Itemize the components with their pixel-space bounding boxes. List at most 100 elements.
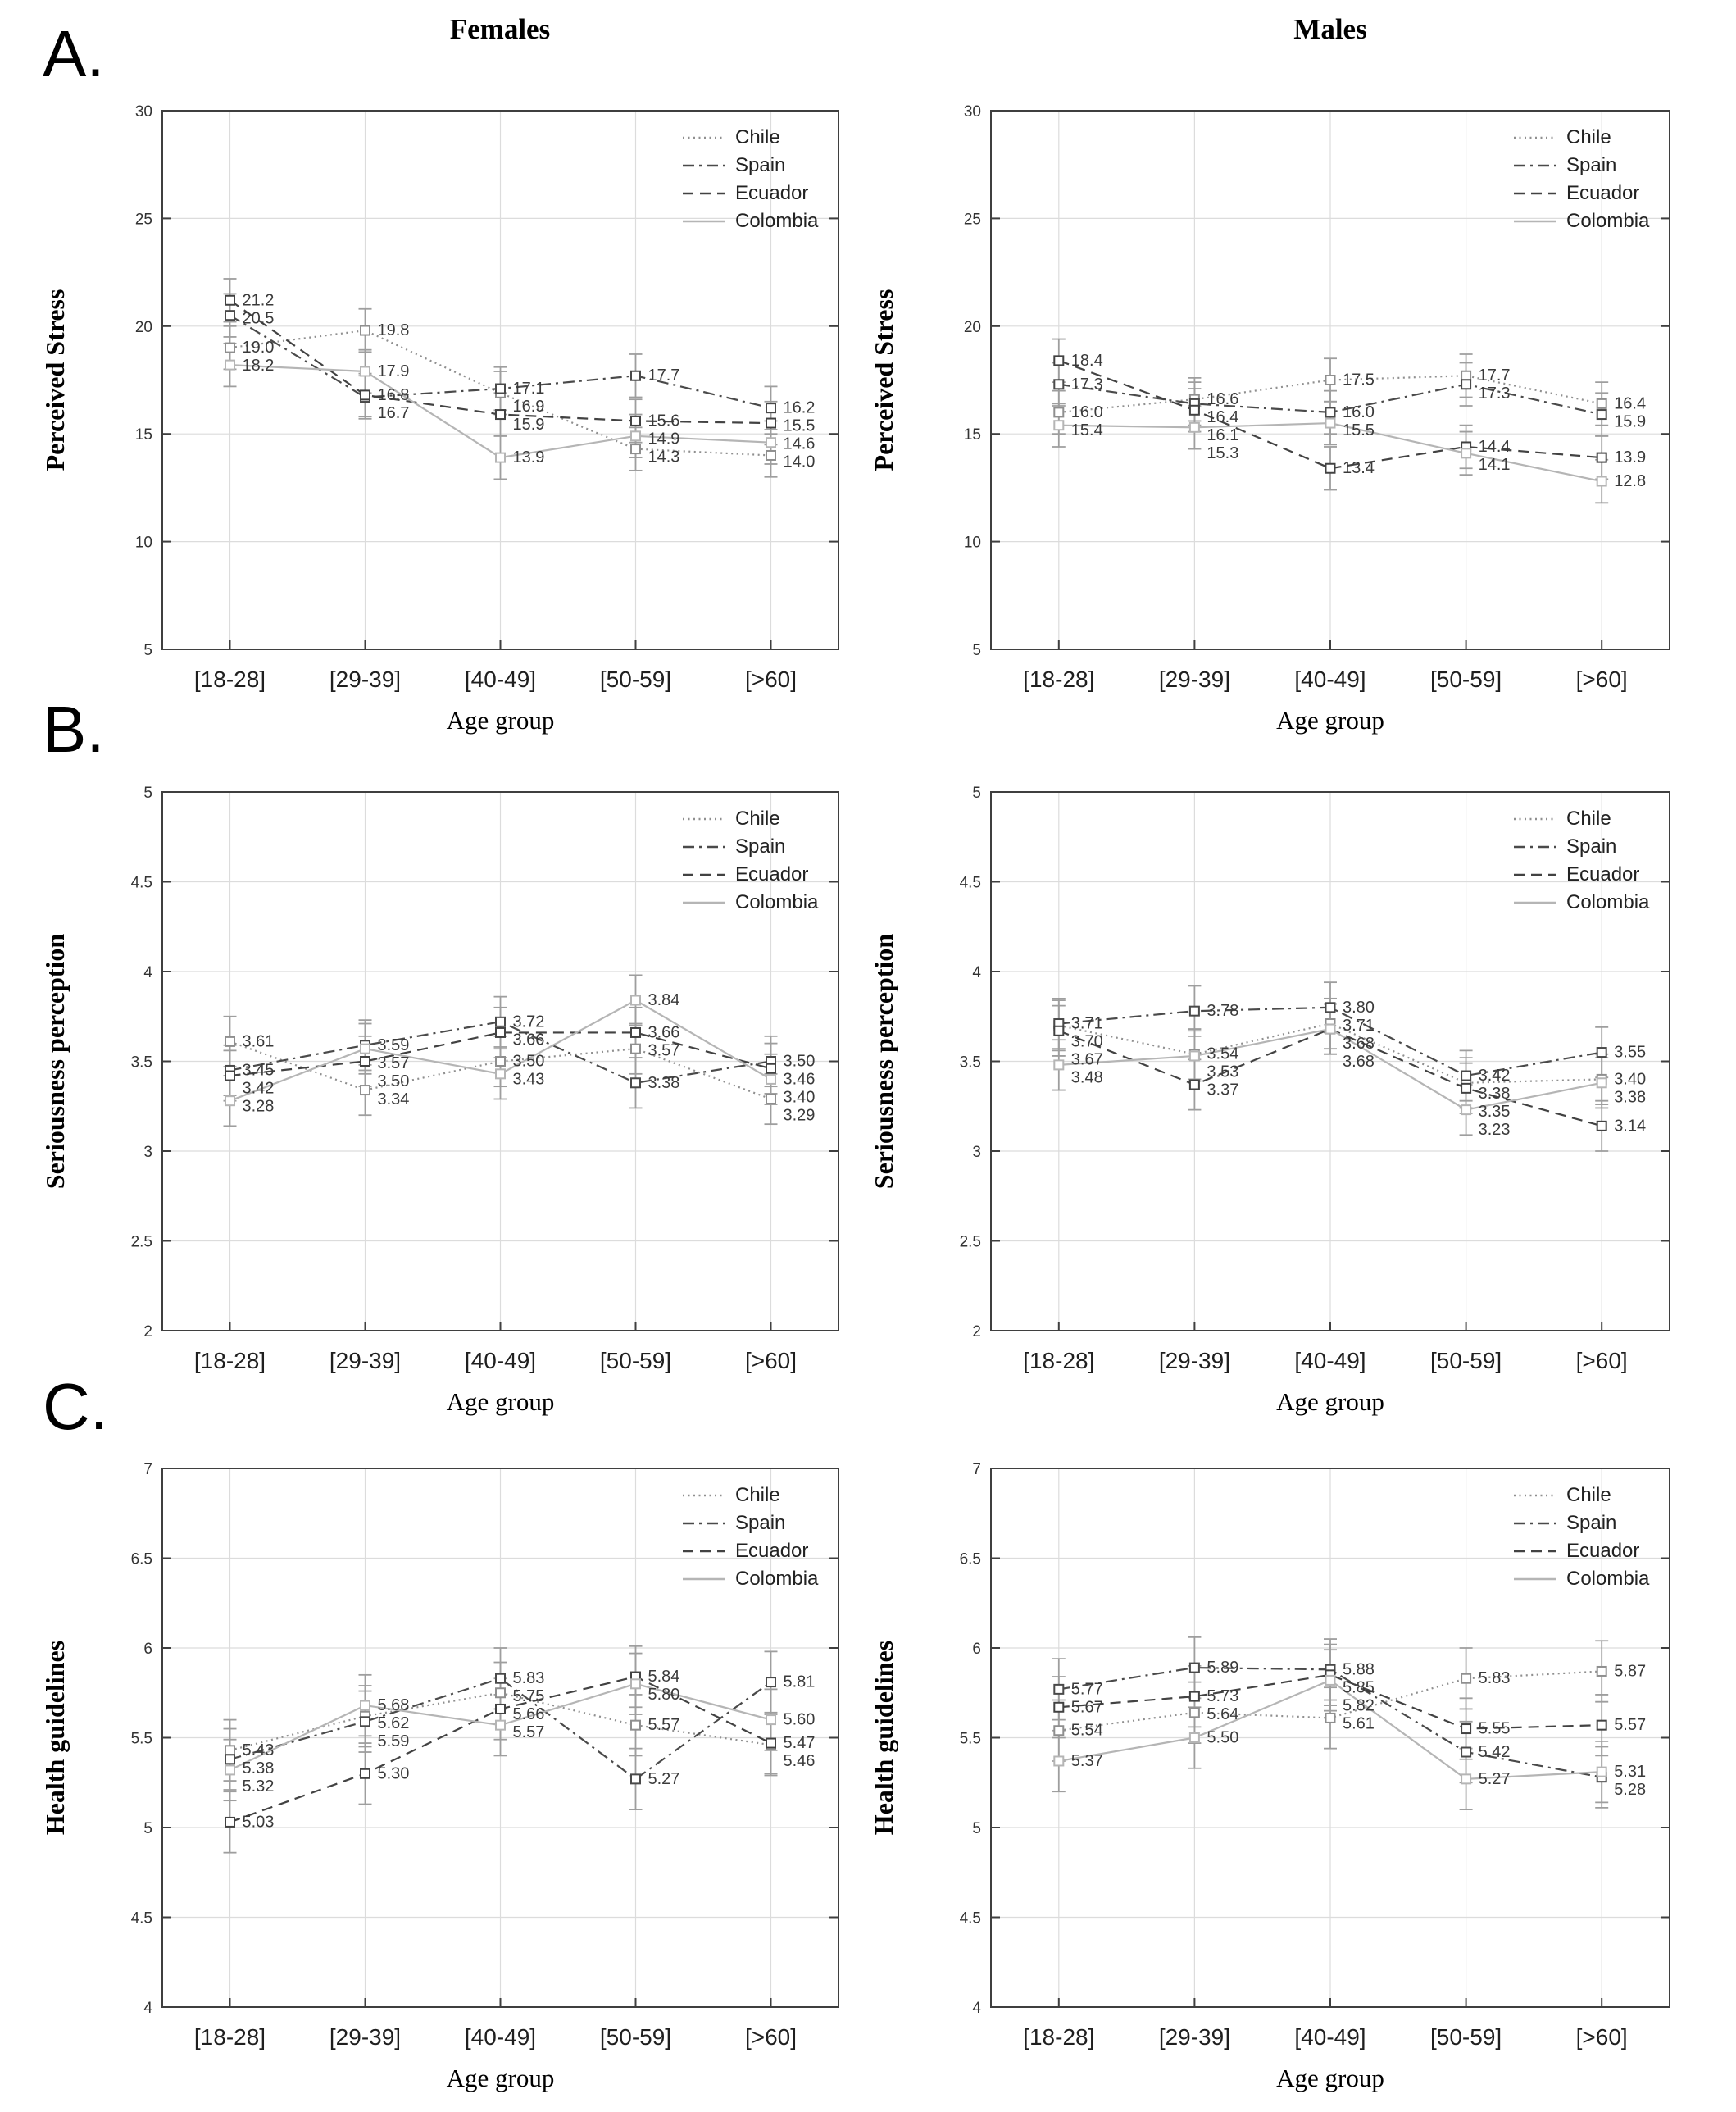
- data-marker: [1325, 1674, 1336, 1686]
- data-marker: [630, 1773, 641, 1785]
- x-axis-label-c-males: Age group: [1276, 2064, 1384, 2092]
- data-marker: [1325, 375, 1336, 385]
- data-marker: [1053, 420, 1065, 431]
- panel-letter-a: A.: [43, 17, 105, 90]
- svg-text:5: 5: [143, 1820, 152, 1837]
- svg-text:15.3: 15.3: [1207, 444, 1238, 462]
- data-marker: [1461, 1070, 1472, 1081]
- svg-text:[40-49]: [40-49]: [1294, 2024, 1366, 2050]
- svg-text:[>60]: [>60]: [1576, 2024, 1628, 2050]
- svg-text:4.5: 4.5: [131, 875, 152, 892]
- svg-text:[40-49]: [40-49]: [465, 667, 536, 692]
- x-axis-label-a-females: Age group: [447, 706, 555, 735]
- series-ecuador-a-males: [1053, 355, 1607, 474]
- svg-text:5.83: 5.83: [1479, 1669, 1511, 1687]
- y-axis-label-a-females: Perceived Stress: [40, 289, 70, 471]
- data-marker: [1596, 409, 1607, 421]
- svg-text:5.27: 5.27: [648, 1770, 680, 1788]
- series-chile-b-females: [225, 1036, 776, 1104]
- data-marker: [1325, 1712, 1336, 1723]
- svg-text:[18-28]: [18-28]: [1023, 1348, 1094, 1373]
- svg-text:5.47: 5.47: [784, 1734, 816, 1752]
- data-marker: [1325, 1002, 1336, 1013]
- legend-label-chile: Chile: [1566, 126, 1611, 148]
- svg-text:5.5: 5.5: [960, 1731, 981, 1748]
- data-marker: [1188, 1079, 1200, 1090]
- svg-text:5.75: 5.75: [513, 1687, 545, 1705]
- data-marker: [630, 1719, 641, 1731]
- svg-text:[>60]: [>60]: [745, 2024, 797, 2050]
- data-marker: [1596, 476, 1607, 487]
- svg-text:5: 5: [972, 1820, 981, 1837]
- data-marker: [495, 1026, 506, 1038]
- svg-text:5.68: 5.68: [378, 1696, 410, 1714]
- svg-text:5.64: 5.64: [1207, 1705, 1238, 1723]
- svg-text:[18-28]: [18-28]: [194, 1348, 266, 1373]
- svg-text:5.03: 5.03: [243, 1813, 275, 1831]
- svg-text:16.9: 16.9: [513, 398, 545, 416]
- svg-text:[50-59]: [50-59]: [1430, 2024, 1502, 2050]
- chart-svg-a-males: 5 10 15 20 25 30 [18-28] [29-39] [40-49] [50-59] […: [869, 103, 1670, 735]
- series-colombia-b-females: [225, 995, 776, 1107]
- svg-text:[>60]: [>60]: [1576, 667, 1628, 692]
- svg-text:5.84: 5.84: [648, 1668, 680, 1686]
- svg-text:5.87: 5.87: [1614, 1662, 1646, 1680]
- value-labels-b-males: 3.713.703.673.483.783.543.533.373.803.71…: [1071, 999, 1646, 1139]
- svg-text:3.53: 3.53: [1207, 1063, 1238, 1081]
- svg-text:13.9: 13.9: [1614, 448, 1646, 467]
- svg-text:[29-39]: [29-39]: [1159, 2024, 1230, 2050]
- svg-text:3.40: 3.40: [1614, 1070, 1646, 1088]
- data-marker: [630, 415, 641, 426]
- data-marker: [495, 409, 506, 421]
- svg-text:30: 30: [964, 103, 981, 121]
- data-marker: [1596, 1047, 1607, 1058]
- legend-c-females: Chile Spain Ecuador Colombia: [683, 1484, 819, 1590]
- data-marker: [1188, 1050, 1200, 1062]
- svg-text:[>60]: [>60]: [745, 667, 797, 692]
- legend-label-spain: Spain: [1566, 835, 1616, 858]
- legend-b-females: Chile Spain Ecuador Colombia: [683, 808, 819, 913]
- legend-label-chile: Chile: [1566, 1484, 1611, 1506]
- data-marker: [766, 449, 776, 461]
- svg-text:3.71: 3.71: [1343, 1017, 1375, 1035]
- chart-svg-b-males: 22.533.544.55[18-28] [29-39] [40-49] [50-59…: [869, 785, 1670, 1416]
- data-marker: [1596, 1665, 1607, 1677]
- svg-text:[18-28]: [18-28]: [194, 667, 266, 692]
- series-line-spain: [1058, 383, 1602, 416]
- data-marker: [360, 1043, 370, 1054]
- svg-text:5.85: 5.85: [1343, 1678, 1375, 1696]
- svg-text:[29-39]: [29-39]: [1159, 667, 1230, 692]
- legend-label-ecuador: Ecuador: [735, 1540, 808, 1562]
- svg-text:[>60]: [>60]: [1576, 1348, 1628, 1373]
- series-line-ecuador: [1058, 1673, 1602, 1730]
- svg-text:3.72: 3.72: [513, 1013, 545, 1031]
- data-marker: [495, 1068, 506, 1080]
- legend-label-ecuador: Ecuador: [1566, 863, 1639, 885]
- data-marker: [630, 430, 641, 442]
- legend-label-ecuador: Ecuador: [735, 182, 808, 204]
- svg-text:6: 6: [143, 1641, 152, 1658]
- series-line-chile: [1058, 375, 1602, 414]
- data-marker: [766, 437, 776, 448]
- x-axis-label-c-females: Age group: [447, 2064, 555, 2092]
- svg-text:3.59: 3.59: [378, 1036, 410, 1054]
- data-marker: [1053, 1683, 1065, 1695]
- svg-text:3.28: 3.28: [243, 1097, 275, 1115]
- series-spain-b-males: [1053, 1002, 1607, 1081]
- series-ecuador-c-females: [225, 1671, 776, 1828]
- svg-text:15: 15: [964, 426, 981, 444]
- svg-text:[18-28]: [18-28]: [194, 2024, 266, 2050]
- svg-text:5.50: 5.50: [1207, 1729, 1238, 1747]
- svg-text:16.0: 16.0: [1071, 403, 1103, 421]
- data-marker: [630, 444, 641, 455]
- svg-text:5.62: 5.62: [378, 1714, 410, 1732]
- data-marker: [225, 1816, 235, 1828]
- data-marker: [1596, 398, 1607, 409]
- svg-text:4.5: 4.5: [960, 1910, 981, 1928]
- svg-text:[40-49]: [40-49]: [465, 2024, 536, 2050]
- series-spain-c-females: [225, 1673, 776, 1785]
- series-line-spain: [229, 1021, 771, 1084]
- value-labels-a-males: 18.417.316.015.416.616.416.115.317.516.0…: [1071, 352, 1646, 490]
- svg-text:5.54: 5.54: [1071, 1722, 1103, 1740]
- svg-text:20: 20: [964, 319, 981, 336]
